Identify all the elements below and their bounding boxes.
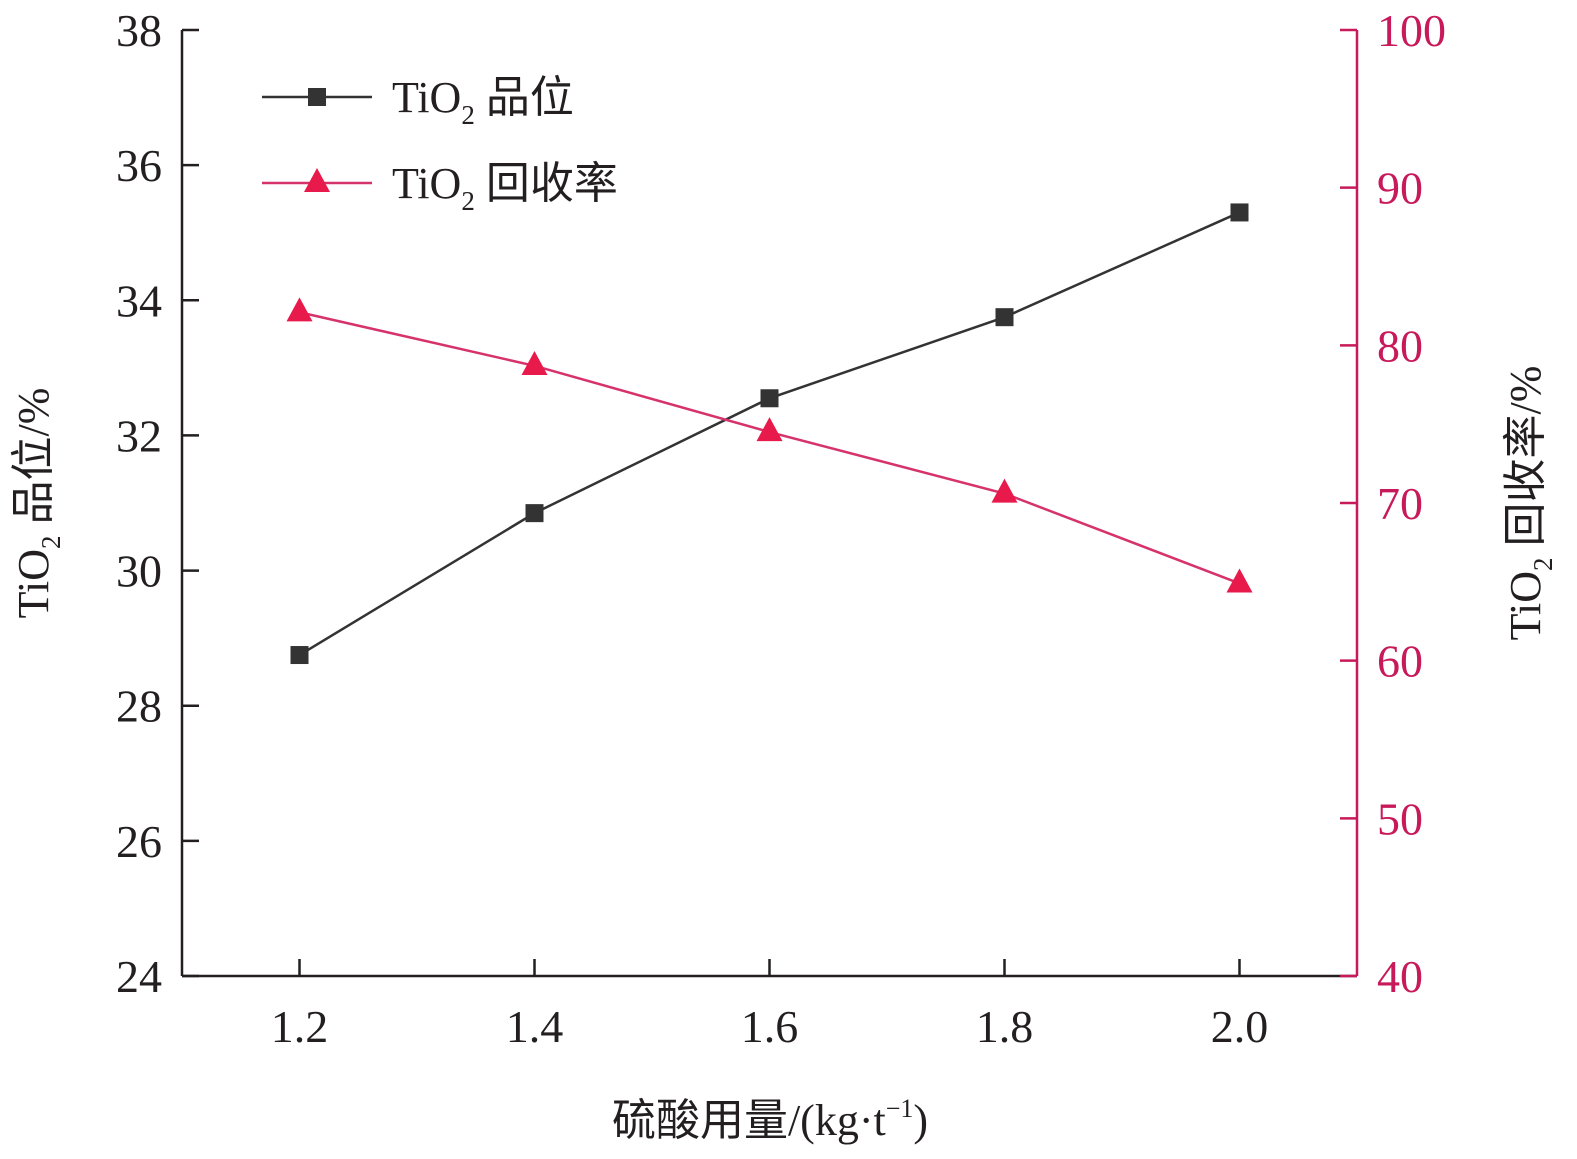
left-y-tick-label: 36 xyxy=(116,140,162,191)
data-point-triangle xyxy=(1226,568,1253,593)
data-point-triangle xyxy=(521,350,548,375)
left-y-tick-label: 34 xyxy=(116,275,162,326)
right-y-tick-label: 100 xyxy=(1377,5,1446,56)
left-y-tick-label: 24 xyxy=(116,951,162,1002)
data-point-square xyxy=(760,389,779,408)
right-y-tick-label: 80 xyxy=(1377,320,1423,371)
right-y-tick-label: 50 xyxy=(1377,793,1423,844)
right-y-tick-label: 70 xyxy=(1377,478,1423,529)
legend-label: TiO2 回收率 xyxy=(392,159,618,216)
data-point-square xyxy=(290,646,309,665)
left-y-tick-label: 38 xyxy=(116,5,162,56)
right-y-axis-title: TiO2 回收率/% xyxy=(1501,366,1558,641)
x-axis: 1.2 1.4 1.6 1.8 2.0 xyxy=(271,959,1269,1052)
data-point-triangle xyxy=(286,297,313,322)
x-tick-label: 2.0 xyxy=(1211,1001,1269,1052)
right-y-tick-label: 40 xyxy=(1377,951,1423,1002)
right-y-tick-label: 60 xyxy=(1377,636,1423,687)
legend: TiO2 品位 TiO2 回收率 xyxy=(262,73,618,216)
x-tick-label: 1.4 xyxy=(506,1001,564,1052)
x-tick-label: 1.2 xyxy=(271,1001,329,1052)
right-y-axis: 40 50 60 70 80 90 100 xyxy=(1340,5,1446,1002)
axis-titles: 硫酸用量/(kg·t−1) TiO2 品位/% TiO2 回收率/% xyxy=(9,366,1558,1145)
data-point-square xyxy=(525,504,544,523)
series-line-recovery xyxy=(299,311,1240,585)
legend-marker-triangle xyxy=(304,168,330,192)
left-y-axis-title: TiO2 品位/% xyxy=(9,388,66,619)
data-point-triangle xyxy=(756,417,783,442)
x-tick-label: 1.8 xyxy=(976,1001,1034,1052)
right-y-tick-label: 90 xyxy=(1377,163,1423,214)
left-y-tick-label: 32 xyxy=(116,410,162,461)
data-point-square xyxy=(995,308,1014,327)
plot-frame xyxy=(180,30,1359,978)
legend-marker-square xyxy=(308,88,326,106)
left-y-tick-label: 28 xyxy=(116,681,162,732)
data-point-triangle xyxy=(991,478,1018,503)
left-y-axis: 24 26 28 30 32 34 36 38 xyxy=(116,5,199,1002)
x-axis-title: 硫酸用量/(kg·t−1) xyxy=(612,1094,928,1145)
left-y-tick-label: 26 xyxy=(116,816,162,867)
series-layer xyxy=(286,203,1253,665)
left-y-tick-label: 30 xyxy=(116,546,162,597)
legend-label: TiO2 品位 xyxy=(392,73,574,130)
x-tick-label: 1.6 xyxy=(741,1001,799,1052)
data-point-square xyxy=(1230,203,1249,222)
